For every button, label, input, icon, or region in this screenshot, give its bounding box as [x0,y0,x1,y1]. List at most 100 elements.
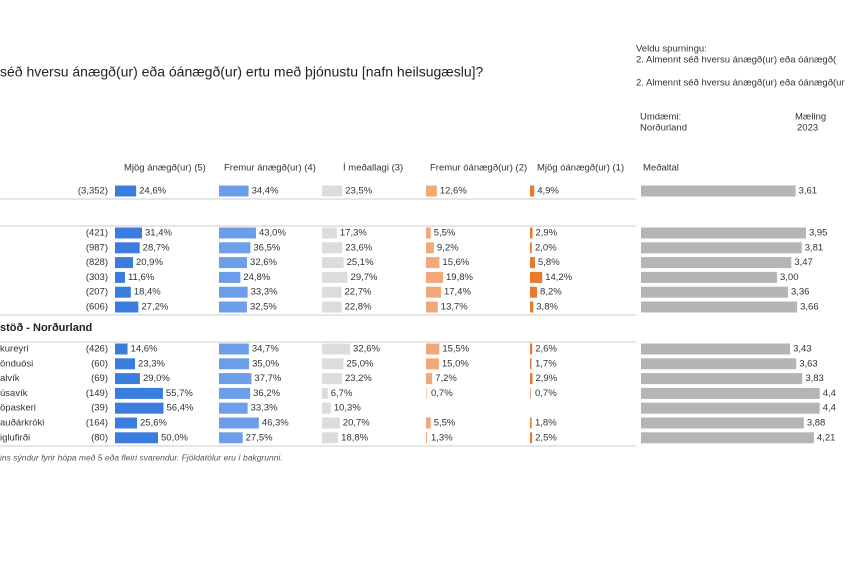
percent-bar [115,402,164,414]
percent-label: 27,2% [141,302,168,313]
mean-bar [641,185,796,197]
percent-label: 6,7% [331,388,353,399]
percent-bar [322,227,337,239]
percent-bar [530,227,533,239]
percent-label: 25,0% [347,358,374,369]
percent-bar [115,242,140,254]
percent-label: 0,7% [535,388,557,399]
mean-bar [641,227,806,239]
mean-bar [641,271,777,283]
mean-label: 3,00 [780,272,799,283]
percent-label: 0,7% [431,388,453,399]
column-header: Fremur óánægð(ur) (2) [430,163,527,174]
column-header: Fremur ánægð(ur) (4) [224,163,316,174]
column-header: Í meðallagi (3) [343,163,403,174]
mean-label: 3,63 [799,358,818,369]
percent-label: 22,7% [345,287,372,298]
percent-bar [426,185,437,197]
percent-bar [219,417,259,429]
percent-label: 18,4% [134,287,161,298]
column-header: Mjög óánægð(ur) (1) [537,163,624,174]
percent-bar [322,373,342,385]
mean-label: 4,21 [817,432,836,443]
measure-value[interactable]: 2023 [797,123,818,134]
section-title: stöð - Norðurland [0,322,92,334]
mean-bar [641,358,797,370]
percent-label: 32,6% [353,344,380,355]
region-label: Umdæmi: [640,112,681,123]
percent-label: 5,5% [434,228,456,239]
percent-bar [426,286,441,298]
percent-bar [115,185,137,197]
percent-bar [115,343,128,355]
percent-label: 34,7% [252,344,279,355]
percent-label: 15,6% [442,257,469,268]
percent-label: 2,0% [535,242,557,253]
measure-label: Mæling [795,112,826,123]
percent-label: 33,3% [251,403,278,414]
percent-bar [219,343,249,355]
percent-bar [322,387,328,399]
mean-bar [641,387,820,399]
percent-label: 1,8% [535,418,557,429]
mean-label: 3,36 [791,287,810,298]
percent-label: 5,8% [538,257,560,268]
percent-label: 14,2% [545,272,572,283]
percent-label: 25,1% [347,257,374,268]
mean-bar [641,432,814,444]
percent-bar [115,227,143,239]
percent-bar [115,387,163,399]
percent-bar [322,286,342,298]
percent-bar [115,257,133,269]
percent-bar [115,417,138,429]
percent-label: 24,6% [139,186,166,197]
percent-label: 22,8% [345,302,372,313]
percent-label: 23,2% [345,373,372,384]
percent-bar [219,387,251,399]
question-option[interactable]: 2. Almennt séð hversu ánægð(ur) eða óánæ… [636,78,845,89]
row-count: (39) [91,403,108,414]
column-header: Meðaltal [643,163,679,174]
mean-bar [641,343,791,355]
mean-label: 3,47 [794,257,813,268]
percent-label: 5,5% [434,418,456,429]
question-label: Veldu spurningu: [636,44,707,55]
row-count: (69) [91,373,108,384]
percent-bar [530,286,538,298]
percent-label: 23,3% [138,358,165,369]
percent-label: 20,9% [136,257,163,268]
percent-label: 31,4% [145,228,172,239]
question-option[interactable]: 2. Almennt séð hversu ánægð(ur) eða óánæ… [636,55,837,66]
percent-bar [426,257,440,269]
percent-bar [530,301,534,313]
row-label: kureyri [0,344,29,355]
mean-label: 3,81 [805,242,824,253]
percent-label: 17,3% [340,228,367,239]
mean-label: 4,4 [823,388,836,399]
percent-label: 15,5% [442,344,469,355]
percent-label: 35,0% [252,358,279,369]
percent-bar [219,257,248,269]
percent-bar [219,358,250,370]
percent-label: 2,5% [535,432,557,443]
row-count: (80) [91,432,108,443]
row-count: (828) [86,257,108,268]
mean-bar [641,402,820,414]
row-count: (987) [86,242,108,253]
percent-bar [219,402,248,414]
percent-bar [115,271,125,283]
percent-label: 36,2% [253,388,280,399]
percent-bar [426,432,428,444]
region-value[interactable]: Norðurland [640,123,687,134]
percent-bar [219,301,247,313]
row-count: (606) [86,302,108,313]
percent-label: 18,8% [341,432,368,443]
percent-bar [115,373,140,385]
percent-bar [530,242,532,254]
percent-bar [530,417,532,429]
percent-bar [219,242,251,254]
percent-label: 14,6% [131,344,158,355]
percent-bar [322,242,343,254]
percent-label: 17,4% [444,287,471,298]
percent-bar [219,271,241,283]
